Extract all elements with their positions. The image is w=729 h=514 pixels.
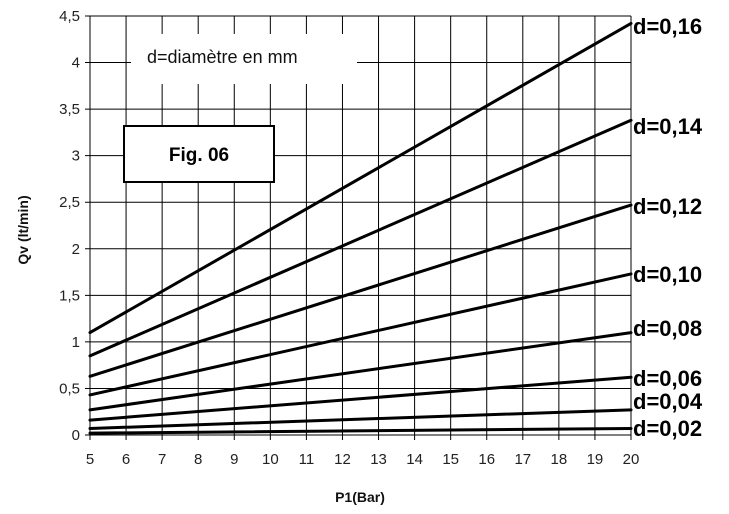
series-label: d=0,10 [633,262,702,287]
y-tick-label: 2 [72,241,80,258]
series-label: d=0,16 [633,14,702,39]
x-tick-label: 7 [158,451,166,468]
x-tick-label: 11 [299,451,315,468]
x-axis-label: P1(Bar) [335,489,385,505]
x-tick-label: 13 [370,451,387,468]
series-labels: d=0,16d=0,14d=0,12d=0,10d=0,08d=0,06d=0,… [633,14,703,441]
y-axis-label: Qv (lt/min) [15,195,31,264]
x-tick-label: 15 [442,451,459,468]
series-line-d=0,08 [88,331,633,412]
y-tick-label: 4 [72,55,80,72]
x-tick-label: 17 [514,451,531,468]
series-line-d=0,12 [88,203,633,378]
series-line-d=0,06 [88,375,633,422]
y-tick-label: 2,5 [59,194,80,211]
y-tick-label: 3 [72,148,80,165]
series-label: d=0,14 [633,114,703,139]
x-tick-label: 8 [194,451,202,468]
y-tick-label: 4,5 [59,8,80,25]
y-tick-label: 3,5 [59,101,80,118]
annotation-box [131,34,357,84]
x-tick-label: 12 [334,451,351,468]
x-tick-label: 6 [122,451,130,468]
series-line-d=0,16 [88,21,633,335]
series-lines [88,21,633,435]
series-line-d=0,04 [88,408,633,430]
x-tick-label: 19 [587,451,604,468]
x-tick-label: 20 [623,451,640,468]
x-tick-label: 18 [551,451,568,468]
y-tick-label: 0 [72,427,80,444]
x-tick-label: 14 [406,451,423,468]
series-line-d=0,10 [88,272,633,397]
y-tick-label: 1 [72,334,80,351]
x-tick-label: 5 [86,451,94,468]
series-line-d=0,02 [88,426,633,435]
figure-label: Fig. 06 [169,145,229,166]
x-tick-label: 9 [230,451,238,468]
series-label: d=0,08 [633,316,702,341]
series-label: d=0,12 [633,194,702,219]
y-tick-label: 1,5 [59,287,80,304]
series-line-d=0,14 [88,118,633,358]
series-label: d=0,04 [633,389,703,414]
x-tick-label: 10 [262,451,279,468]
y-tick-label: 0,5 [59,380,80,397]
tick-labels: 5 6 7 8 9 10 11 12 13 14 15 16 17 18 19 20 0 0,5 1 1,5 2 2,5 3… [59,8,639,468]
series-label: d=0,06 [633,366,702,391]
annotation-text: d=diamètre en mm [147,47,298,67]
series-label: d=0,02 [633,416,702,441]
x-tick-label: 16 [478,451,495,468]
figure-label-box [123,125,275,183]
